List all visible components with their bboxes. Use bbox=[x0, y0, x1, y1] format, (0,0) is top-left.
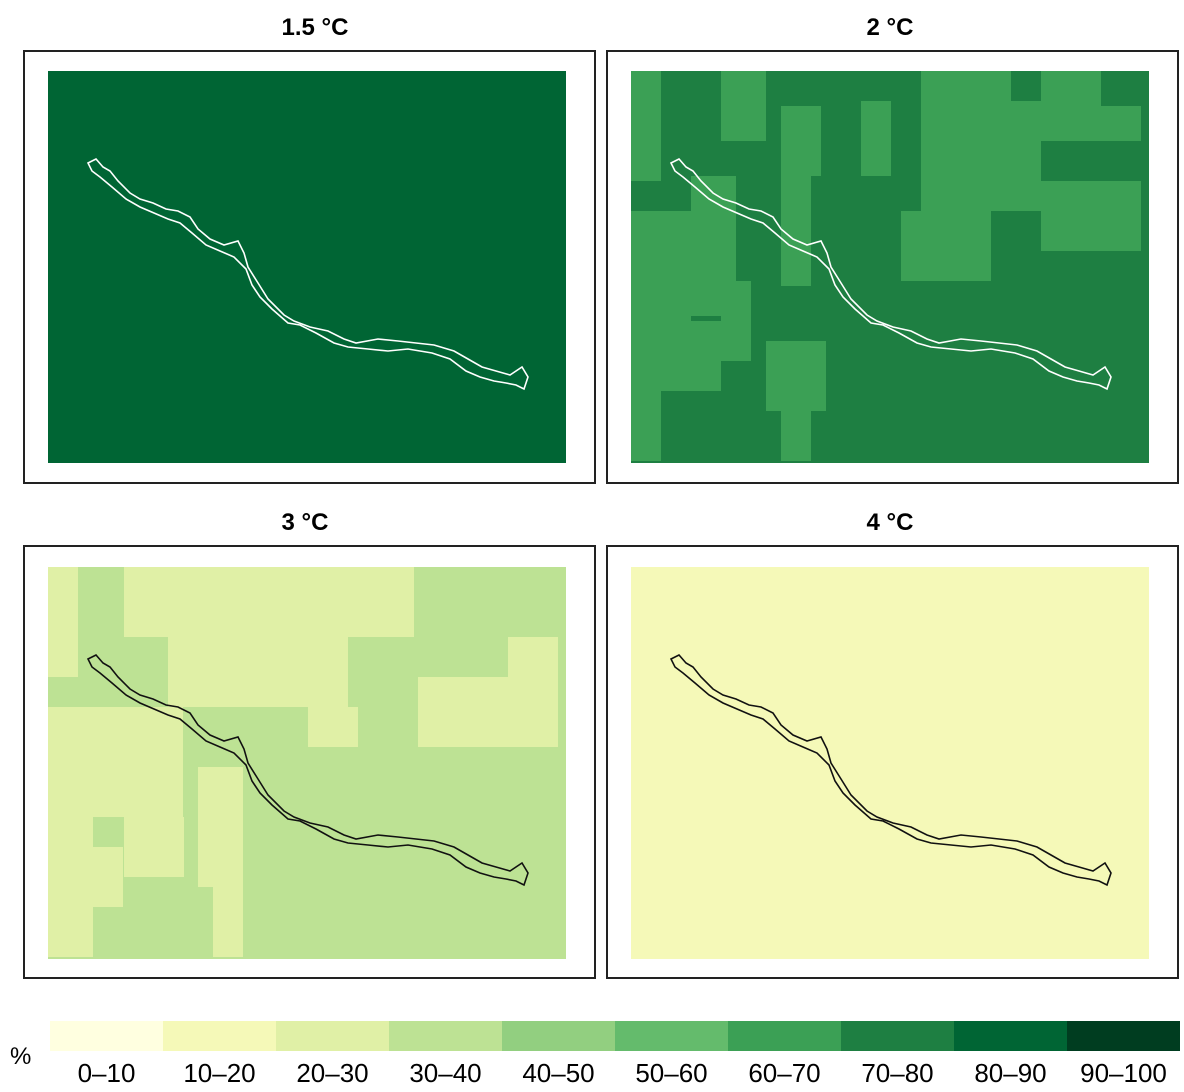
legend-label: 70–80 bbox=[861, 1058, 934, 1088]
legend-swatch bbox=[276, 1021, 389, 1051]
legend-label: 80–90 bbox=[974, 1058, 1047, 1088]
legend-swatch bbox=[502, 1021, 615, 1051]
map-1.5c bbox=[48, 71, 566, 463]
legend-label: 60–70 bbox=[748, 1058, 821, 1088]
legend-swatch bbox=[954, 1021, 1067, 1051]
panel-title-1: 1.5 °C bbox=[281, 14, 349, 41]
map-3c bbox=[48, 567, 566, 959]
region-outline bbox=[86, 158, 529, 391]
map-2c bbox=[631, 71, 1149, 463]
legend-label: 0–10 bbox=[77, 1058, 136, 1088]
legend-label: 20–30 bbox=[296, 1058, 369, 1088]
legend-swatch bbox=[841, 1021, 954, 1051]
panel-title-3: 3 °C bbox=[281, 509, 329, 536]
legend-swatch bbox=[389, 1021, 502, 1051]
legend-swatch bbox=[50, 1021, 163, 1051]
panel-title-4: 4 °C bbox=[866, 509, 914, 536]
map-cells bbox=[48, 567, 558, 957]
legend-swatch bbox=[163, 1021, 276, 1051]
region-outline bbox=[669, 654, 1112, 887]
map-4c bbox=[631, 567, 1149, 959]
legend-label: 30–40 bbox=[409, 1058, 482, 1088]
map-background bbox=[631, 567, 1149, 959]
region-outline bbox=[86, 654, 529, 887]
legend-unit: % bbox=[10, 1043, 32, 1070]
legend-swatch bbox=[1067, 1021, 1180, 1051]
legend-swatch bbox=[728, 1021, 841, 1051]
panel-title-2: 2 °C bbox=[866, 14, 914, 41]
legend-label: 90–100 bbox=[1080, 1058, 1167, 1088]
map-background bbox=[48, 71, 566, 463]
legend-label: 50–60 bbox=[635, 1058, 708, 1088]
legend-label: 10–20 bbox=[183, 1058, 256, 1088]
map-cells bbox=[631, 71, 1141, 461]
region-outline bbox=[669, 158, 1112, 391]
legend-swatch bbox=[615, 1021, 728, 1051]
legend-label: 40–50 bbox=[522, 1058, 595, 1088]
